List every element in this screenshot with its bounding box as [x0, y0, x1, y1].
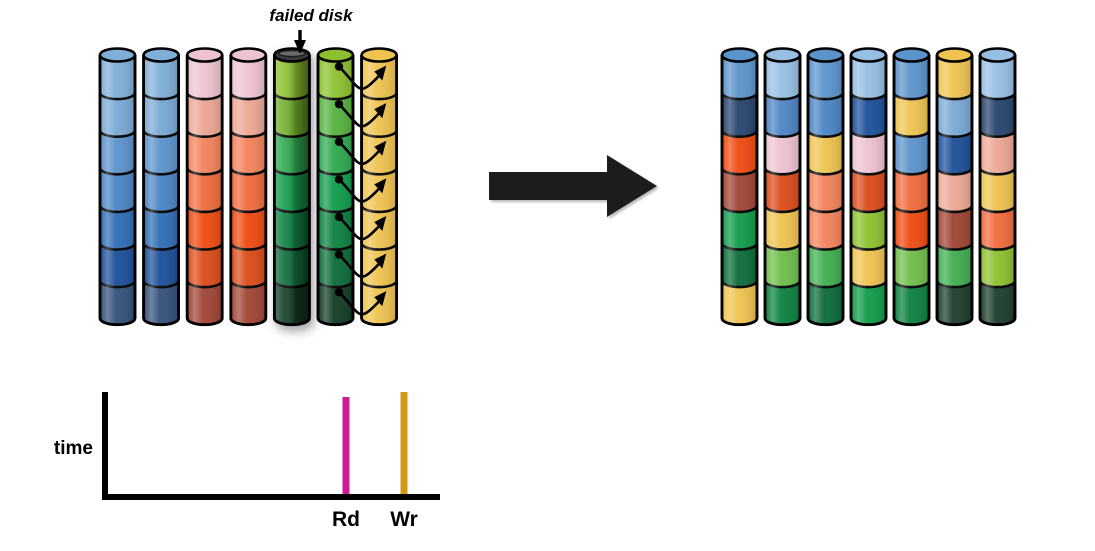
disk-gloss — [722, 55, 757, 325]
rebuild-arrow-path — [337, 253, 381, 278]
disk-top-cap — [142, 47, 180, 63]
disk-silhouette — [229, 55, 268, 327]
rebuild-arrow-head — [374, 140, 387, 156]
disk-gloss — [808, 55, 843, 325]
disk-cylinder — [806, 47, 845, 327]
disk-top-cap — [316, 47, 355, 63]
timeline-y-axis-label: time — [54, 438, 93, 459]
disk-top-cap — [185, 47, 224, 63]
write-bar-label: Wr — [390, 508, 418, 531]
rebuild-arrow-head — [374, 103, 387, 119]
disk-silhouette — [806, 55, 845, 327]
disk-top-cap — [935, 47, 974, 63]
disk-cylinder — [360, 47, 398, 327]
disk-top-cap — [98, 47, 137, 63]
disk-gloss — [318, 55, 353, 325]
disk-gloss — [937, 55, 972, 325]
disk-silhouette — [720, 55, 759, 327]
disk-cylinder — [763, 47, 802, 327]
rebuild-arrow-path — [337, 65, 381, 90]
rebuild-arrow — [334, 175, 387, 203]
rebuild-arrow-head — [374, 215, 387, 231]
disk-silhouette — [849, 55, 888, 327]
failed-disk-annotation: failed disk — [269, 6, 354, 54]
rebuild-arrow-group — [334, 62, 387, 316]
disk-gloss — [230, 55, 266, 325]
disk-cylinder — [142, 47, 180, 327]
disk-silhouette — [316, 55, 355, 327]
degraded-disk-array — [98, 47, 398, 327]
disk-cylinder — [935, 47, 974, 327]
disk-gloss — [143, 55, 179, 325]
rebuild-arrow — [334, 62, 387, 90]
disk-cylinder — [892, 47, 931, 327]
disk-cylinder — [978, 47, 1017, 327]
rebuilt-disk-array — [720, 47, 1017, 327]
disk-silhouette — [185, 55, 224, 327]
rebuild-arrow — [334, 287, 387, 316]
disk-top-cap — [978, 47, 1017, 63]
disk-cylinder — [720, 47, 759, 327]
disk-silhouette — [98, 55, 137, 327]
rebuild-arrow-path — [337, 290, 381, 316]
disk-top-cap — [849, 47, 888, 63]
disk-silhouette — [763, 55, 802, 327]
disk-gloss — [980, 55, 1015, 325]
disk-gloss — [100, 55, 135, 325]
rebuild-arrow-path — [337, 178, 381, 203]
rebuild-arrow-head — [374, 253, 387, 269]
disk-cylinder — [316, 47, 355, 327]
rebuild-arrow-path — [337, 102, 381, 128]
read-bar-label: Rd — [332, 508, 360, 531]
disk-gloss — [274, 55, 310, 325]
disk-top-cap — [229, 47, 268, 63]
disk-silhouette — [273, 55, 311, 327]
rebuild-arrow-path — [337, 140, 381, 166]
disk-silhouette — [935, 55, 974, 327]
disk-cylinder — [185, 47, 224, 327]
disk-top-cap — [360, 47, 398, 63]
rebuild-arrow — [334, 212, 387, 241]
rebuild-arrow — [334, 250, 387, 278]
disk-cylinder — [229, 47, 268, 327]
disk-cylinder-failed — [273, 47, 311, 327]
rebuild-arrow-head — [374, 291, 387, 307]
rebuild-arrow-path — [337, 215, 381, 241]
io-timeline-chart: time Rd Wr — [54, 392, 440, 531]
disk-top-cap — [806, 47, 845, 63]
disk-silhouette — [142, 55, 180, 327]
disk-silhouette — [892, 55, 931, 327]
right-arrow-icon — [489, 155, 657, 217]
failed-disk-cap-inner — [278, 49, 306, 58]
down-arrow-icon — [294, 30, 306, 54]
disk-top-cap — [763, 47, 802, 63]
rebuild-arrow-head — [374, 178, 387, 194]
failed-disk-label: failed disk — [269, 6, 354, 25]
rebuild-arrow-head — [374, 65, 387, 81]
disk-gloss — [894, 55, 929, 325]
disk-top-cap — [720, 47, 759, 63]
disk-top-cap — [892, 47, 931, 63]
disk-gloss — [765, 55, 800, 325]
disk-gloss — [851, 55, 886, 325]
disk-silhouette — [360, 55, 398, 327]
disk-gloss — [187, 55, 223, 325]
rebuild-arrow — [334, 137, 387, 166]
disk-cylinder — [98, 47, 137, 327]
disk-silhouette — [978, 55, 1017, 327]
disk-cylinder — [849, 47, 888, 327]
rebuild-arrow — [334, 99, 387, 128]
